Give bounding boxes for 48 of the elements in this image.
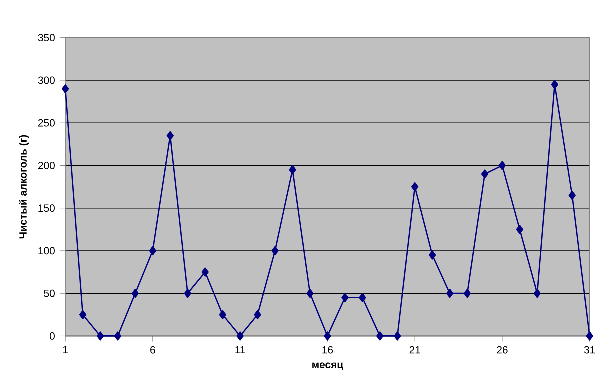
x-axis-title: месяц	[312, 362, 344, 371]
point	[516, 225, 524, 234]
y-tick-label: 0	[50, 332, 55, 340]
y-tick-label: 200	[38, 162, 55, 170]
point	[324, 332, 332, 341]
point	[306, 289, 314, 298]
point	[62, 84, 70, 94]
point	[236, 332, 244, 341]
y-axis-title: Чистый алкоголь (г)	[19, 136, 30, 239]
point	[202, 268, 209, 277]
point	[376, 332, 384, 341]
point	[551, 80, 558, 90]
x-tick-label: 1	[63, 346, 68, 354]
point	[568, 191, 576, 200]
point	[272, 246, 279, 256]
y-tick-label: 350	[38, 34, 55, 42]
x-tick-label: 11	[236, 346, 246, 354]
y-tick-label: 250	[38, 120, 55, 127]
x-tick-label: 31	[584, 346, 596, 354]
point	[184, 289, 192, 298]
point	[79, 310, 87, 320]
y-tick-label: 100	[38, 247, 55, 255]
x-tick-label: 16	[322, 346, 334, 354]
x-tick-label: 21	[410, 346, 420, 354]
point	[464, 289, 472, 298]
point	[446, 289, 454, 298]
point	[498, 161, 506, 170]
point	[428, 250, 436, 260]
point	[132, 289, 140, 298]
point	[586, 332, 594, 341]
y-tick-label: 300	[38, 76, 55, 84]
point	[342, 293, 349, 303]
point	[166, 131, 174, 141]
point	[394, 332, 402, 341]
point	[534, 289, 542, 298]
point	[96, 332, 104, 341]
point	[149, 246, 157, 256]
point	[411, 182, 419, 192]
point	[289, 166, 296, 175]
point	[254, 310, 262, 320]
point	[219, 310, 226, 320]
point	[359, 293, 366, 303]
y-tick-label: 50	[44, 290, 55, 298]
x-tick-label: 26	[497, 346, 508, 354]
x-tick-label: 6	[150, 346, 156, 354]
point	[114, 332, 122, 341]
point	[481, 170, 489, 179]
y-tick-label: 150	[38, 204, 55, 212]
